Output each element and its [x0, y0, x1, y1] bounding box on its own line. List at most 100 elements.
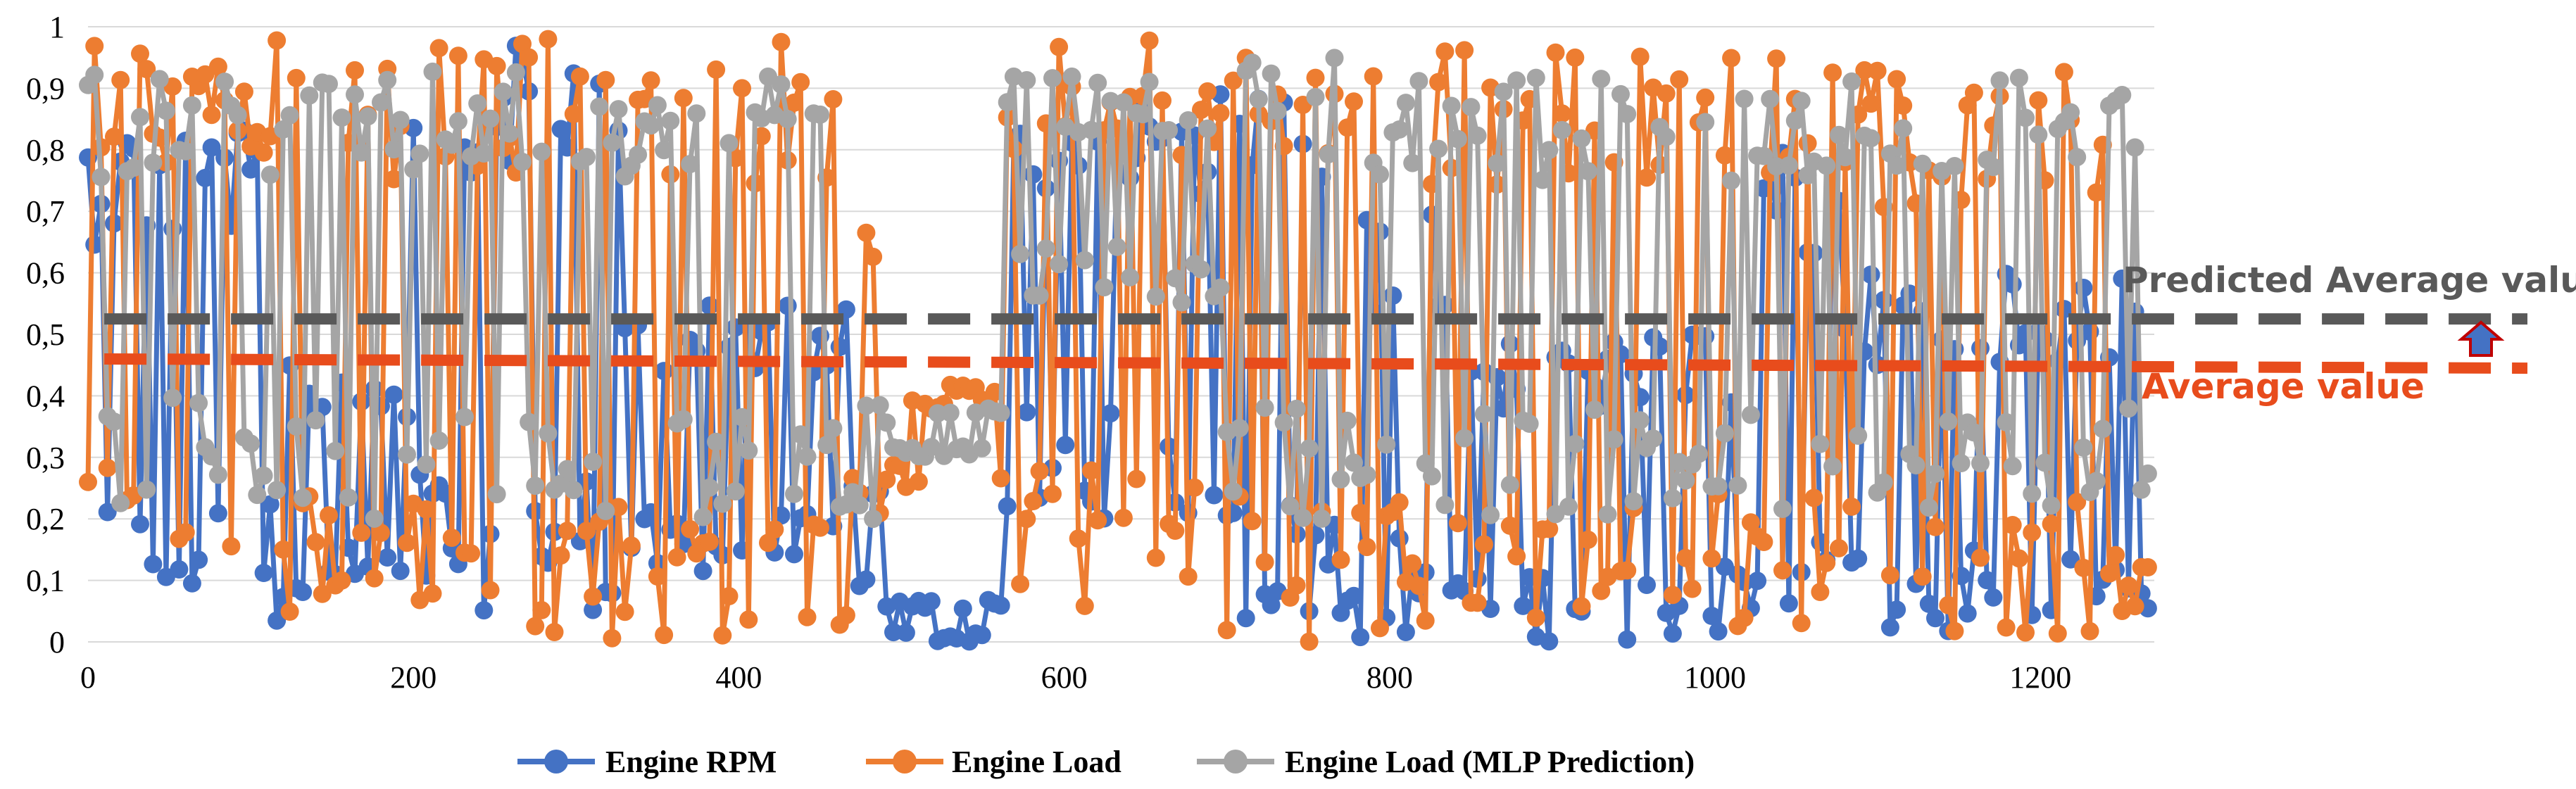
data-point-engine-load-mlp-prediction	[1631, 411, 1650, 430]
data-point-engine-load-mlp-prediction	[1377, 435, 1396, 454]
data-point-engine-load	[398, 534, 416, 553]
data-point-engine-load-mlp-prediction	[798, 447, 817, 466]
data-point-engine-load-mlp-prediction	[1403, 153, 1422, 172]
data-point-engine-load-mlp-prediction	[1624, 492, 1643, 511]
reference-lines	[104, 313, 2528, 374]
data-point-engine-load	[1345, 92, 1363, 111]
data-point-engine-load-mlp-prediction	[378, 70, 397, 89]
data-point-engine-load-mlp-prediction	[1696, 113, 1715, 132]
data-point-engine-rpm	[475, 601, 494, 620]
data-point-engine-load-mlp-prediction	[1422, 467, 1441, 486]
data-point-engine-load-mlp-prediction	[1874, 473, 1893, 492]
data-point-engine-rpm	[1351, 628, 1370, 647]
data-point-engine-load-mlp-prediction	[1146, 287, 1165, 306]
data-point-engine-load-mlp-prediction	[577, 148, 596, 167]
data-point-engine-rpm	[1262, 595, 1281, 614]
data-point-engine-load	[85, 37, 104, 56]
data-point-engine-load-mlp-prediction	[1585, 400, 1604, 419]
data-point-engine-load-mlp-prediction	[131, 108, 149, 127]
data-point-engine-load	[1657, 84, 1676, 103]
data-point-engine-load-mlp-prediction	[1842, 72, 1861, 91]
y-tick-label: 0,5	[26, 317, 65, 352]
y-tick-label: 0,4	[26, 379, 65, 413]
data-point-engine-load	[1153, 91, 1171, 110]
data-point-engine-load-mlp-prediction	[1306, 88, 1325, 106]
data-point-engine-load	[991, 469, 1010, 488]
data-point-engine-load	[532, 600, 551, 619]
legend-label: Engine Load (MLP Prediction)	[1285, 745, 1695, 779]
data-point-engine-load	[1526, 608, 1545, 627]
data-point-engine-load-mlp-prediction	[1919, 498, 1938, 517]
data-point-engine-load-mlp-prediction	[870, 396, 889, 415]
data-point-engine-rpm	[953, 599, 972, 618]
data-point-engine-load	[1683, 579, 1702, 598]
data-point-engine-load	[1185, 478, 1204, 497]
data-point-engine-load	[1618, 561, 1637, 580]
data-point-engine-load-mlp-prediction	[1830, 125, 1848, 144]
data-point-engine-load-mlp-prediction	[92, 168, 111, 187]
data-point-engine-load	[1082, 461, 1100, 480]
data-point-engine-load-mlp-prediction	[339, 488, 358, 507]
data-point-engine-load	[1211, 103, 1230, 122]
data-point-engine-load	[570, 67, 589, 86]
legend: Engine RPM Engine Load Engine Load (MLP …	[517, 745, 1695, 779]
data-point-engine-load	[1767, 49, 1786, 68]
data-point-engine-load-mlp-prediction	[1017, 71, 1036, 89]
data-point-engine-load	[1696, 88, 1715, 107]
data-point-engine-load	[332, 571, 351, 590]
data-point-engine-load	[417, 500, 436, 519]
data-point-engine-rpm	[378, 548, 397, 567]
data-point-engine-load-mlp-prediction	[404, 160, 423, 179]
data-point-engine-load-mlp-prediction	[726, 482, 745, 501]
data-point-engine-load-mlp-prediction	[1192, 260, 1210, 279]
data-point-engine-load	[1351, 503, 1370, 522]
data-point-engine-load	[274, 540, 293, 559]
data-point-engine-load	[1638, 168, 1656, 187]
data-point-engine-load	[208, 57, 227, 76]
data-point-engine-load-mlp-prediction	[2042, 496, 2061, 515]
data-point-engine-load	[584, 587, 603, 606]
data-point-engine-load-mlp-prediction	[352, 143, 371, 162]
legend-label: Engine Load	[952, 745, 1121, 779]
data-point-engine-load-mlp-prediction	[306, 411, 325, 430]
data-point-engine-load-mlp-prediction	[228, 106, 247, 125]
data-point-engine-load	[2003, 516, 2022, 534]
data-point-engine-load-mlp-prediction	[998, 93, 1017, 112]
data-point-engine-load-mlp-prediction	[1435, 496, 1455, 515]
data-point-engine-load-mlp-prediction	[1709, 476, 1728, 496]
data-point-engine-load-mlp-prediction	[189, 393, 208, 412]
x-tick-label: 1200	[2009, 660, 2071, 695]
data-point-engine-load	[1287, 576, 1306, 595]
data-point-engine-load-mlp-prediction	[2068, 148, 2087, 167]
data-point-engine-load	[1468, 593, 1487, 612]
data-point-engine-load-mlp-prediction	[241, 434, 260, 453]
data-point-engine-rpm	[1984, 588, 2003, 607]
data-point-engine-load	[655, 626, 674, 645]
data-point-engine-load	[2119, 576, 2138, 595]
data-point-engine-load-mlp-prediction	[2138, 464, 2157, 483]
data-point-engine-load-mlp-prediction	[733, 408, 751, 427]
data-point-engine-load-mlp-prediction	[1823, 457, 1842, 476]
data-point-engine-load-mlp-prediction	[596, 502, 615, 520]
data-point-engine-load-mlp-prediction	[1926, 465, 1944, 483]
data-point-engine-load	[1217, 621, 1236, 640]
data-point-engine-load-mlp-prediction	[487, 485, 506, 504]
data-point-engine-rpm	[1709, 622, 1728, 641]
legend-item-engine-load-mlp-prediction: Engine Load (MLP Prediction)	[1197, 745, 1695, 779]
data-point-engine-load-mlp-prediction	[1722, 171, 1741, 190]
x-axis-ticks: 0 200 400 600 800 1000 1200	[80, 660, 2071, 695]
data-point-engine-load-mlp-prediction	[785, 484, 803, 503]
data-point-engine-load-mlp-prediction	[1468, 126, 1487, 145]
data-point-engine-load-mlp-prediction	[1036, 239, 1055, 258]
data-point-engine-load-mlp-prediction	[150, 70, 169, 89]
data-point-engine-load	[857, 223, 876, 242]
y-tick-label: 1	[49, 10, 65, 44]
data-point-engine-load-mlp-prediction	[1345, 453, 1363, 472]
data-point-engine-load-mlp-prediction	[641, 116, 660, 135]
data-point-engine-load-mlp-prediction	[1114, 93, 1133, 112]
data-point-engine-load	[539, 30, 558, 49]
data-point-engine-load	[526, 617, 545, 636]
data-point-engine-load	[1050, 37, 1069, 56]
data-point-engine-load-mlp-prediction	[1249, 90, 1268, 108]
